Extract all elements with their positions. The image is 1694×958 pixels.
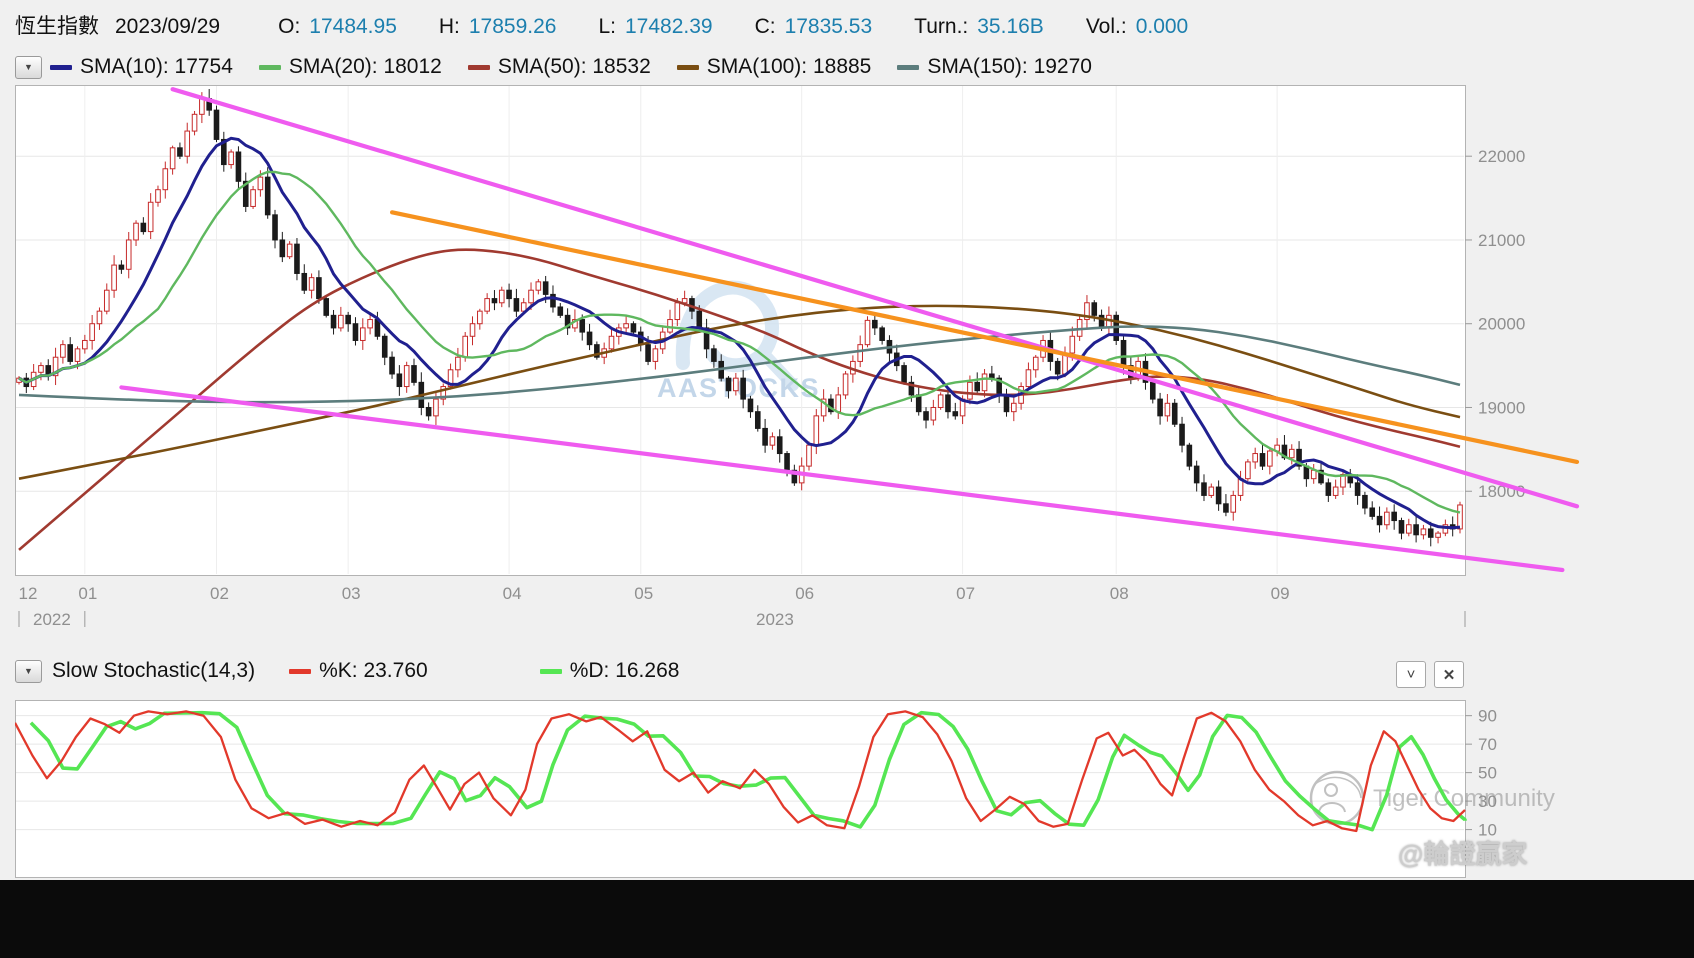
quote-field: Vol.: 0.000 <box>1086 15 1188 39</box>
bottom-bar <box>0 880 1694 958</box>
svg-text:10: 10 <box>1478 821 1497 840</box>
quote-header: 恆生指數 2023/09/29 O: 17484.95 H: 17859.26 L: 17… <box>15 10 1230 40</box>
dropdown-arrow-icon: ▼ <box>24 666 33 676</box>
stoch-indicator-dropdown-button[interactable]: ▼ <box>15 659 42 683</box>
tiger-watermark: Tiger Community <box>1309 770 1555 826</box>
quote-field-label: H: <box>438 15 460 38</box>
quote-field: L: 17482.39 <box>598 15 712 39</box>
quote-date: 2023/09/29 <box>115 15 221 38</box>
trendline-3 <box>390 210 1580 464</box>
sma150-line <box>18 325 1461 404</box>
svg-text:05: 05 <box>634 584 653 603</box>
stoch-close-button[interactable]: ✕ <box>1434 661 1464 688</box>
svg-text:19000: 19000 <box>1478 398 1525 417</box>
quote-field-value: 17859.26 <box>468 15 557 38</box>
sma10-line <box>18 136 1461 530</box>
quote-field-label: Vol.: <box>1085 15 1127 38</box>
svg-text:20000: 20000 <box>1478 315 1525 334</box>
legend-item: %D: 16.268 <box>539 659 680 683</box>
quote-field: O: 17484.95 <box>278 15 397 39</box>
stoch-legend: ▼ Slow Stochastic(14,3) %K: 23.760 %D: 16… <box>15 659 679 683</box>
main-plot-bg <box>15 85 1466 576</box>
sma-legend: ▼ SMA(10): 17754 SMA(20): 18012 SMA(50): 1… <box>15 55 1092 79</box>
stoch-legend-items: %K: 23.760 %D: 16.268 <box>289 659 679 683</box>
index-name: 恆生指數 <box>15 15 99 38</box>
legend-label: %K: 23.760 <box>319 659 428 682</box>
svg-text:30: 30 <box>1478 792 1497 811</box>
legend-item: SMA(150): 19270 <box>897 55 1092 79</box>
svg-text:03: 03 <box>342 584 361 603</box>
watermark-handle: @輪證贏家 <box>1398 839 1528 869</box>
quote-field-label: L: <box>598 15 616 38</box>
stoch-collapse-button[interactable]: ˅ <box>1396 661 1426 688</box>
legend-label: SMA(20): 18012 <box>288 55 442 78</box>
dropdown-arrow-icon: ▼ <box>24 62 33 72</box>
svg-text:07: 07 <box>956 584 975 603</box>
legend-label: %D: 16.268 <box>569 659 680 682</box>
legend-item: SMA(20): 18012 <box>258 55 442 79</box>
legend-swatch <box>676 64 699 70</box>
svg-text:70: 70 <box>1478 735 1497 754</box>
svg-text:2023: 2023 <box>756 610 794 629</box>
svg-text:02: 02 <box>210 584 229 603</box>
legend-label: SMA(150): 19270 <box>927 55 1092 78</box>
stochastic-chart[interactable]: 10 30 50 70 90 Tiger Community <box>15 700 1587 878</box>
percent-k-line <box>15 710 1466 833</box>
quote-field: C: 17835.53 <box>755 15 873 39</box>
svg-text:50: 50 <box>1478 764 1497 783</box>
quote-field-label: O: <box>278 15 301 38</box>
main-indicator-dropdown-button[interactable]: ▼ <box>15 55 42 79</box>
svg-text:08: 08 <box>1110 584 1129 603</box>
legend-swatch <box>539 668 562 674</box>
trendline-1 <box>170 87 1580 509</box>
legend-label: SMA(10): 17754 <box>80 55 233 78</box>
quote-field-value: 35.16B <box>977 15 1044 38</box>
legend-swatch <box>467 64 490 70</box>
svg-text:2022: 2022 <box>33 610 71 629</box>
quote-field-value: 17482.39 <box>624 15 713 38</box>
legend-item: %K: 23.760 <box>289 659 428 683</box>
legend-swatch <box>289 668 312 674</box>
quote-field: H: 17859.26 <box>439 15 557 39</box>
svg-text:Tiger Community: Tiger Community <box>1373 785 1555 812</box>
svg-text:22000: 22000 <box>1478 147 1525 166</box>
sma-legend-items: SMA(10): 17754 SMA(20): 18012 SMA(50): 185… <box>50 55 1092 79</box>
svg-text:01: 01 <box>78 584 97 603</box>
legend-item: SMA(100): 18885 <box>676 55 872 79</box>
quote-field-value: 0.000 <box>1135 15 1189 38</box>
stoch-indicator-title: Slow Stochastic(14,3) <box>52 659 256 682</box>
legend-item: SMA(10): 17754 <box>50 55 233 79</box>
svg-text:90: 90 <box>1478 707 1497 726</box>
quote-field-label: C: <box>754 15 776 38</box>
close-icon: ✕ <box>1442 666 1456 684</box>
legend-swatch <box>897 64 920 70</box>
trendline-2 <box>119 385 1565 573</box>
quote-fields: O: 17484.95 H: 17859.26 L: 17482.39 C: 17835.53… <box>278 15 1230 39</box>
svg-text:04: 04 <box>503 584 522 603</box>
chevron-down-icon: ˅ <box>1406 666 1416 683</box>
legend-label: SMA(50): 18532 <box>497 55 651 78</box>
legend-swatch <box>258 64 281 70</box>
quote-field-value: 17835.53 <box>784 15 873 38</box>
quote-field: Turn.: 35.16B <box>914 15 1044 39</box>
quote-field-label: Turn.: <box>914 15 969 38</box>
legend-swatch <box>50 64 72 70</box>
quote-field-value: 17484.95 <box>309 15 397 38</box>
legend-item: SMA(50): 18532 <box>467 55 651 79</box>
sma100-line <box>18 304 1461 480</box>
svg-text:06: 06 <box>795 584 814 603</box>
svg-text:09: 09 <box>1271 584 1290 603</box>
legend-label: SMA(100): 18885 <box>706 55 872 78</box>
stoch-grid: 10 30 50 70 90 <box>16 707 1497 840</box>
svg-text:12: 12 <box>19 584 38 603</box>
svg-text:21000: 21000 <box>1478 231 1525 250</box>
